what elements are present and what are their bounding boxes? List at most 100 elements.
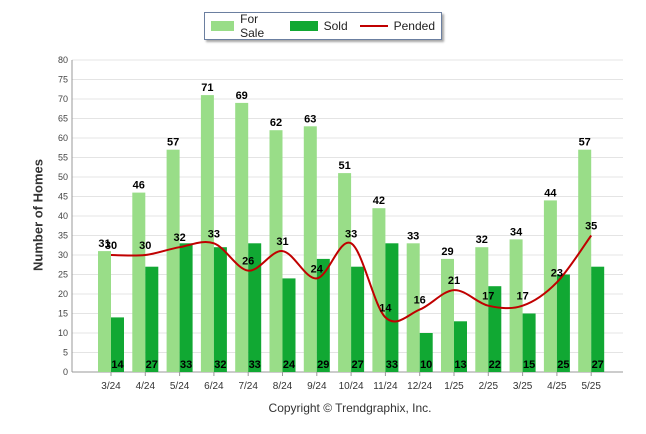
y-tick-label: 50 <box>58 172 68 182</box>
data-label-pended: 26 <box>242 256 254 268</box>
bar-sold <box>385 243 399 372</box>
bar-for-sale <box>269 130 283 372</box>
data-label-pended: 24 <box>311 263 324 275</box>
bar-for-sale <box>406 243 420 372</box>
data-label-sold: 15 <box>523 359 535 371</box>
bar-sold <box>522 313 536 372</box>
y-tick-label: 80 <box>58 55 68 65</box>
bar-for-sale <box>509 239 523 372</box>
bar-sold <box>145 266 159 372</box>
data-label-sold: 22 <box>489 359 501 371</box>
data-label-sold: 13 <box>454 359 466 371</box>
legend-label-for-sale: For Sale <box>240 12 265 40</box>
bar-sold <box>179 243 193 372</box>
bar-sold <box>556 274 570 372</box>
bar-for-sale <box>303 126 317 372</box>
data-label-pended: 17 <box>516 291 528 303</box>
data-label-for-sale: 31 <box>98 238 110 250</box>
data-label-sold: 29 <box>317 359 329 371</box>
data-label-for-sale: 29 <box>441 246 453 258</box>
data-label-sold: 27 <box>146 359 158 371</box>
bar-sold <box>111 317 124 372</box>
x-tick-label: 6/24 <box>204 381 224 392</box>
y-tick-label: 40 <box>58 211 68 221</box>
data-label-sold: 25 <box>557 359 569 371</box>
data-label-for-sale: 46 <box>133 180 145 192</box>
legend-item-pended[interactable]: Pended <box>359 19 435 33</box>
data-label-sold: 24 <box>283 359 296 371</box>
bar-for-sale <box>338 173 352 372</box>
bar-for-sale <box>441 258 454 372</box>
data-label-for-sale: 32 <box>476 234 488 246</box>
data-label-for-sale: 63 <box>304 113 316 125</box>
data-label-for-sale: 71 <box>201 82 213 94</box>
x-tick-label: 5/24 <box>170 381 190 392</box>
bar-for-sale <box>543 200 557 372</box>
data-label-pended: 30 <box>105 240 117 252</box>
bar-for-sale <box>166 149 180 372</box>
bar-sold <box>282 278 296 372</box>
bar-for-sale <box>132 192 146 372</box>
data-label-pended: 14 <box>379 302 392 314</box>
data-label-pended: 16 <box>414 295 426 307</box>
data-label-sold: 33 <box>180 359 192 371</box>
bar-for-sale <box>578 149 592 372</box>
data-label-for-sale: 51 <box>338 160 350 172</box>
data-label-for-sale: 57 <box>167 137 179 149</box>
data-label-pended: 32 <box>173 232 185 244</box>
data-label-pended: 23 <box>551 267 563 279</box>
legend-label-pended: Pended <box>393 19 435 33</box>
bar-for-sale <box>200 95 214 372</box>
legend-swatch-sold <box>289 21 318 31</box>
bar-for-sale <box>372 208 386 372</box>
bar-for-sale <box>235 102 249 373</box>
data-label-for-sale: 34 <box>510 226 523 238</box>
data-label-sold: 14 <box>111 359 124 371</box>
legend-item-for-sale[interactable]: For Sale <box>211 12 278 40</box>
bar-sold <box>316 258 330 372</box>
data-label-pended: 21 <box>448 275 460 287</box>
data-label-for-sale: 33 <box>407 230 419 242</box>
data-label-pended: 17 <box>482 291 494 303</box>
data-label-for-sale: 57 <box>579 137 591 149</box>
bar-sold <box>454 321 467 372</box>
y-tick-label: 30 <box>58 250 68 260</box>
bar-sold <box>419 333 433 372</box>
data-label-sold: 27 <box>351 359 363 371</box>
y-tick-label: 70 <box>58 94 68 104</box>
x-tick-label: 4/24 <box>136 381 156 392</box>
data-label-pended: 35 <box>585 221 597 233</box>
x-tick-label: 2/25 <box>479 381 499 392</box>
y-tick-label: 0 <box>63 367 68 377</box>
series-line-pended <box>110 234 593 323</box>
x-tick-label: 10/24 <box>339 381 364 392</box>
y-tick-label: 35 <box>58 231 68 241</box>
bar-for-sale <box>98 251 111 372</box>
x-tick-label: 12/24 <box>407 381 432 392</box>
x-tick-label: 9/24 <box>307 381 327 392</box>
y-axis-label: Number of Homes <box>30 159 46 271</box>
x-tick-label: 3/24 <box>101 381 121 392</box>
x-tick-label: 4/25 <box>547 381 567 392</box>
data-label-for-sale: 69 <box>236 90 248 102</box>
data-label-pended: 31 <box>276 236 288 248</box>
y-tick-label: 15 <box>58 309 68 319</box>
bar-sold <box>591 266 605 372</box>
x-tick-label: 1/25 <box>444 381 464 392</box>
bar-sold <box>213 247 227 372</box>
legend: For Sale Sold Pended <box>204 12 442 40</box>
y-tick-label: 65 <box>58 114 68 124</box>
y-tick-label: 20 <box>58 289 68 299</box>
copyright-text: Copyright © Trendgraphix, Inc. <box>268 401 432 415</box>
data-label-sold: 33 <box>249 359 261 371</box>
legend-item-sold[interactable]: Sold <box>289 19 348 33</box>
y-tick-label: 45 <box>58 192 68 202</box>
x-tick-label: 11/24 <box>373 381 398 392</box>
data-label-pended: 33 <box>345 228 357 240</box>
data-label-for-sale: 62 <box>270 117 282 129</box>
data-label-for-sale: 44 <box>544 187 557 199</box>
bar-for-sale <box>475 247 489 372</box>
data-label-sold: 33 <box>386 359 398 371</box>
x-tick-label: 5/25 <box>581 381 601 392</box>
